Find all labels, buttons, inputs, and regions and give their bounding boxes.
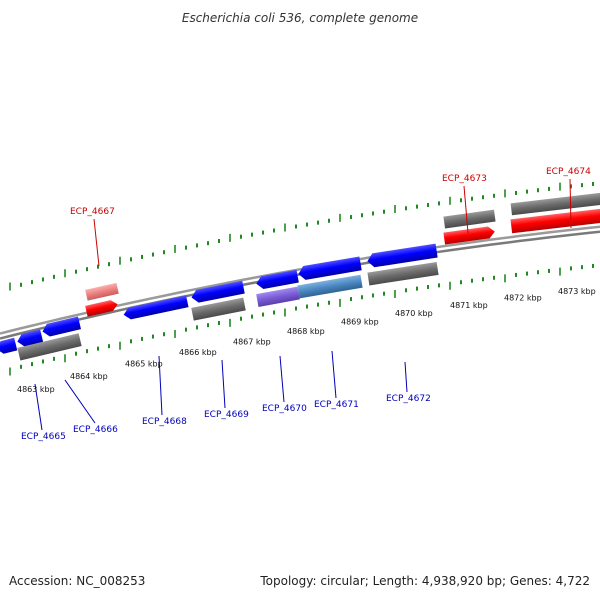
gene-block-ecp-4665[interactable] xyxy=(16,329,44,348)
gene-block-ecp-4674-cds[interactable] xyxy=(510,192,600,216)
tick-label: 4873 kbp xyxy=(558,287,596,296)
gene-label-ecp-4666[interactable]: ECP_4666 xyxy=(73,425,118,435)
gene-block-ecp-4674-cds-shape xyxy=(510,192,600,216)
gene-block-ecp-4667-shape xyxy=(85,300,118,317)
backbone xyxy=(0,225,600,340)
gene-label-ecp-4665-leader xyxy=(34,383,43,431)
gene-block-ecp-4673-cds[interactable] xyxy=(443,209,496,229)
tick-label: 4872 kbp xyxy=(504,293,542,302)
gene-block-ecp-4672-cds[interactable] xyxy=(367,262,439,286)
tick-label: 4866 kbp xyxy=(179,348,217,357)
gene-label-ecp-4674-leader xyxy=(569,178,572,229)
gene-block-ecp-4671-cds[interactable] xyxy=(297,274,363,299)
gene-block-ecp-4669[interactable] xyxy=(190,280,245,304)
gene-block-ecp-4666-shape xyxy=(42,316,81,337)
tick-label: 4869 kbp xyxy=(341,318,379,327)
gene-block-ecp-4667[interactable] xyxy=(85,299,119,317)
gene-block-ecp-4672-cds-shape xyxy=(367,262,439,286)
gene-label-ecp-4669-leader xyxy=(221,359,226,409)
gene-block-ecp-4671[interactable] xyxy=(297,256,362,280)
tick-label: 4867 kbp xyxy=(233,337,271,346)
gene-label-ecp-4672-leader xyxy=(404,361,408,393)
gene-label-ecp-4673[interactable]: ECP_4673 xyxy=(442,174,487,184)
gene-block-ecp-4670-cds[interactable] xyxy=(256,286,300,307)
gene-block-ecp-4669-cds[interactable] xyxy=(191,297,246,321)
gene-block-ecp-4671-shape xyxy=(298,256,362,280)
gene-block-ecp-4669-shape xyxy=(191,280,245,303)
map-title: Escherichia coli 536, complete genome xyxy=(182,11,418,25)
gene-block-ecp-4668[interactable] xyxy=(122,295,189,320)
gene-label-ecp-4666-leader xyxy=(64,379,96,424)
gene-block-ecp-4667-cds[interactable] xyxy=(85,282,119,301)
gene-label-ecp-4671[interactable]: ECP_4671 xyxy=(314,400,359,410)
accession-text: Accession: NC_008253 xyxy=(9,574,146,588)
tick-label: 4868 kbp xyxy=(287,327,325,336)
gene-block-ecp-4674[interactable] xyxy=(510,208,600,234)
gene-block-ecp-4667-cds-shape xyxy=(85,282,119,301)
gene-label-ecp-4665[interactable]: ECP_4665 xyxy=(21,432,66,442)
gene-label-ecp-4671-leader xyxy=(331,350,337,399)
gene-block-ecp-4665a-shape xyxy=(0,337,18,354)
gene-label-ecp-4670-leader xyxy=(279,355,285,403)
gene-block-ecp-4666-cds[interactable] xyxy=(17,333,82,361)
gene-block-ecp-4670-shape xyxy=(256,269,299,290)
gene-block-ecp-4671-cds-shape xyxy=(297,274,363,299)
tick-layer xyxy=(9,181,594,376)
gene-block-ecp-4672[interactable] xyxy=(366,243,438,268)
gene-block-ecp-4670-cds-shape xyxy=(256,286,300,307)
gene-label-ecp-4673-leader xyxy=(463,185,469,234)
gene-block-ecp-4668-shape xyxy=(123,295,189,320)
tick-label: 4870 kbp xyxy=(395,309,433,318)
gene-block-ecp-4669-cds-shape xyxy=(191,297,246,321)
gene-label-ecp-4668[interactable]: ECP_4668 xyxy=(142,417,187,427)
gene-label-ecp-4668-leader xyxy=(158,355,163,416)
gene-block-ecp-4673-shape xyxy=(443,226,495,245)
gene-layer xyxy=(0,192,600,361)
gene-label-ecp-4667-leader xyxy=(93,218,100,267)
tick-label: 4864 kbp xyxy=(70,372,108,381)
gene-block-ecp-4665-shape xyxy=(17,329,44,347)
gene-block-ecp-4674-shape xyxy=(510,208,600,234)
gene-block-ecp-4673-cds-shape xyxy=(443,209,496,229)
gene-block-ecp-4666-cds-shape xyxy=(17,333,82,361)
gene-block-ecp-4665a[interactable] xyxy=(0,337,18,355)
gene-block-ecp-4666[interactable] xyxy=(41,316,81,338)
tick-label: 4871 kbp xyxy=(450,301,488,310)
tick-label: 4865 kbp xyxy=(125,360,163,369)
gene-block-ecp-4672-shape xyxy=(367,243,438,268)
gene-label-ecp-4672[interactable]: ECP_4672 xyxy=(386,394,431,404)
gene-block-ecp-4670[interactable] xyxy=(255,269,299,290)
topology-text: Topology: circular; Length: 4,938,920 bp… xyxy=(260,574,590,588)
gene-label-ecp-4669[interactable]: ECP_4669 xyxy=(204,410,249,420)
gene-label-ecp-4674[interactable]: ECP_4674 xyxy=(546,167,591,177)
gene-block-ecp-4673[interactable] xyxy=(443,226,495,245)
gene-label-ecp-4667[interactable]: ECP_4667 xyxy=(70,207,115,217)
gene-label-ecp-4670[interactable]: ECP_4670 xyxy=(262,404,307,414)
